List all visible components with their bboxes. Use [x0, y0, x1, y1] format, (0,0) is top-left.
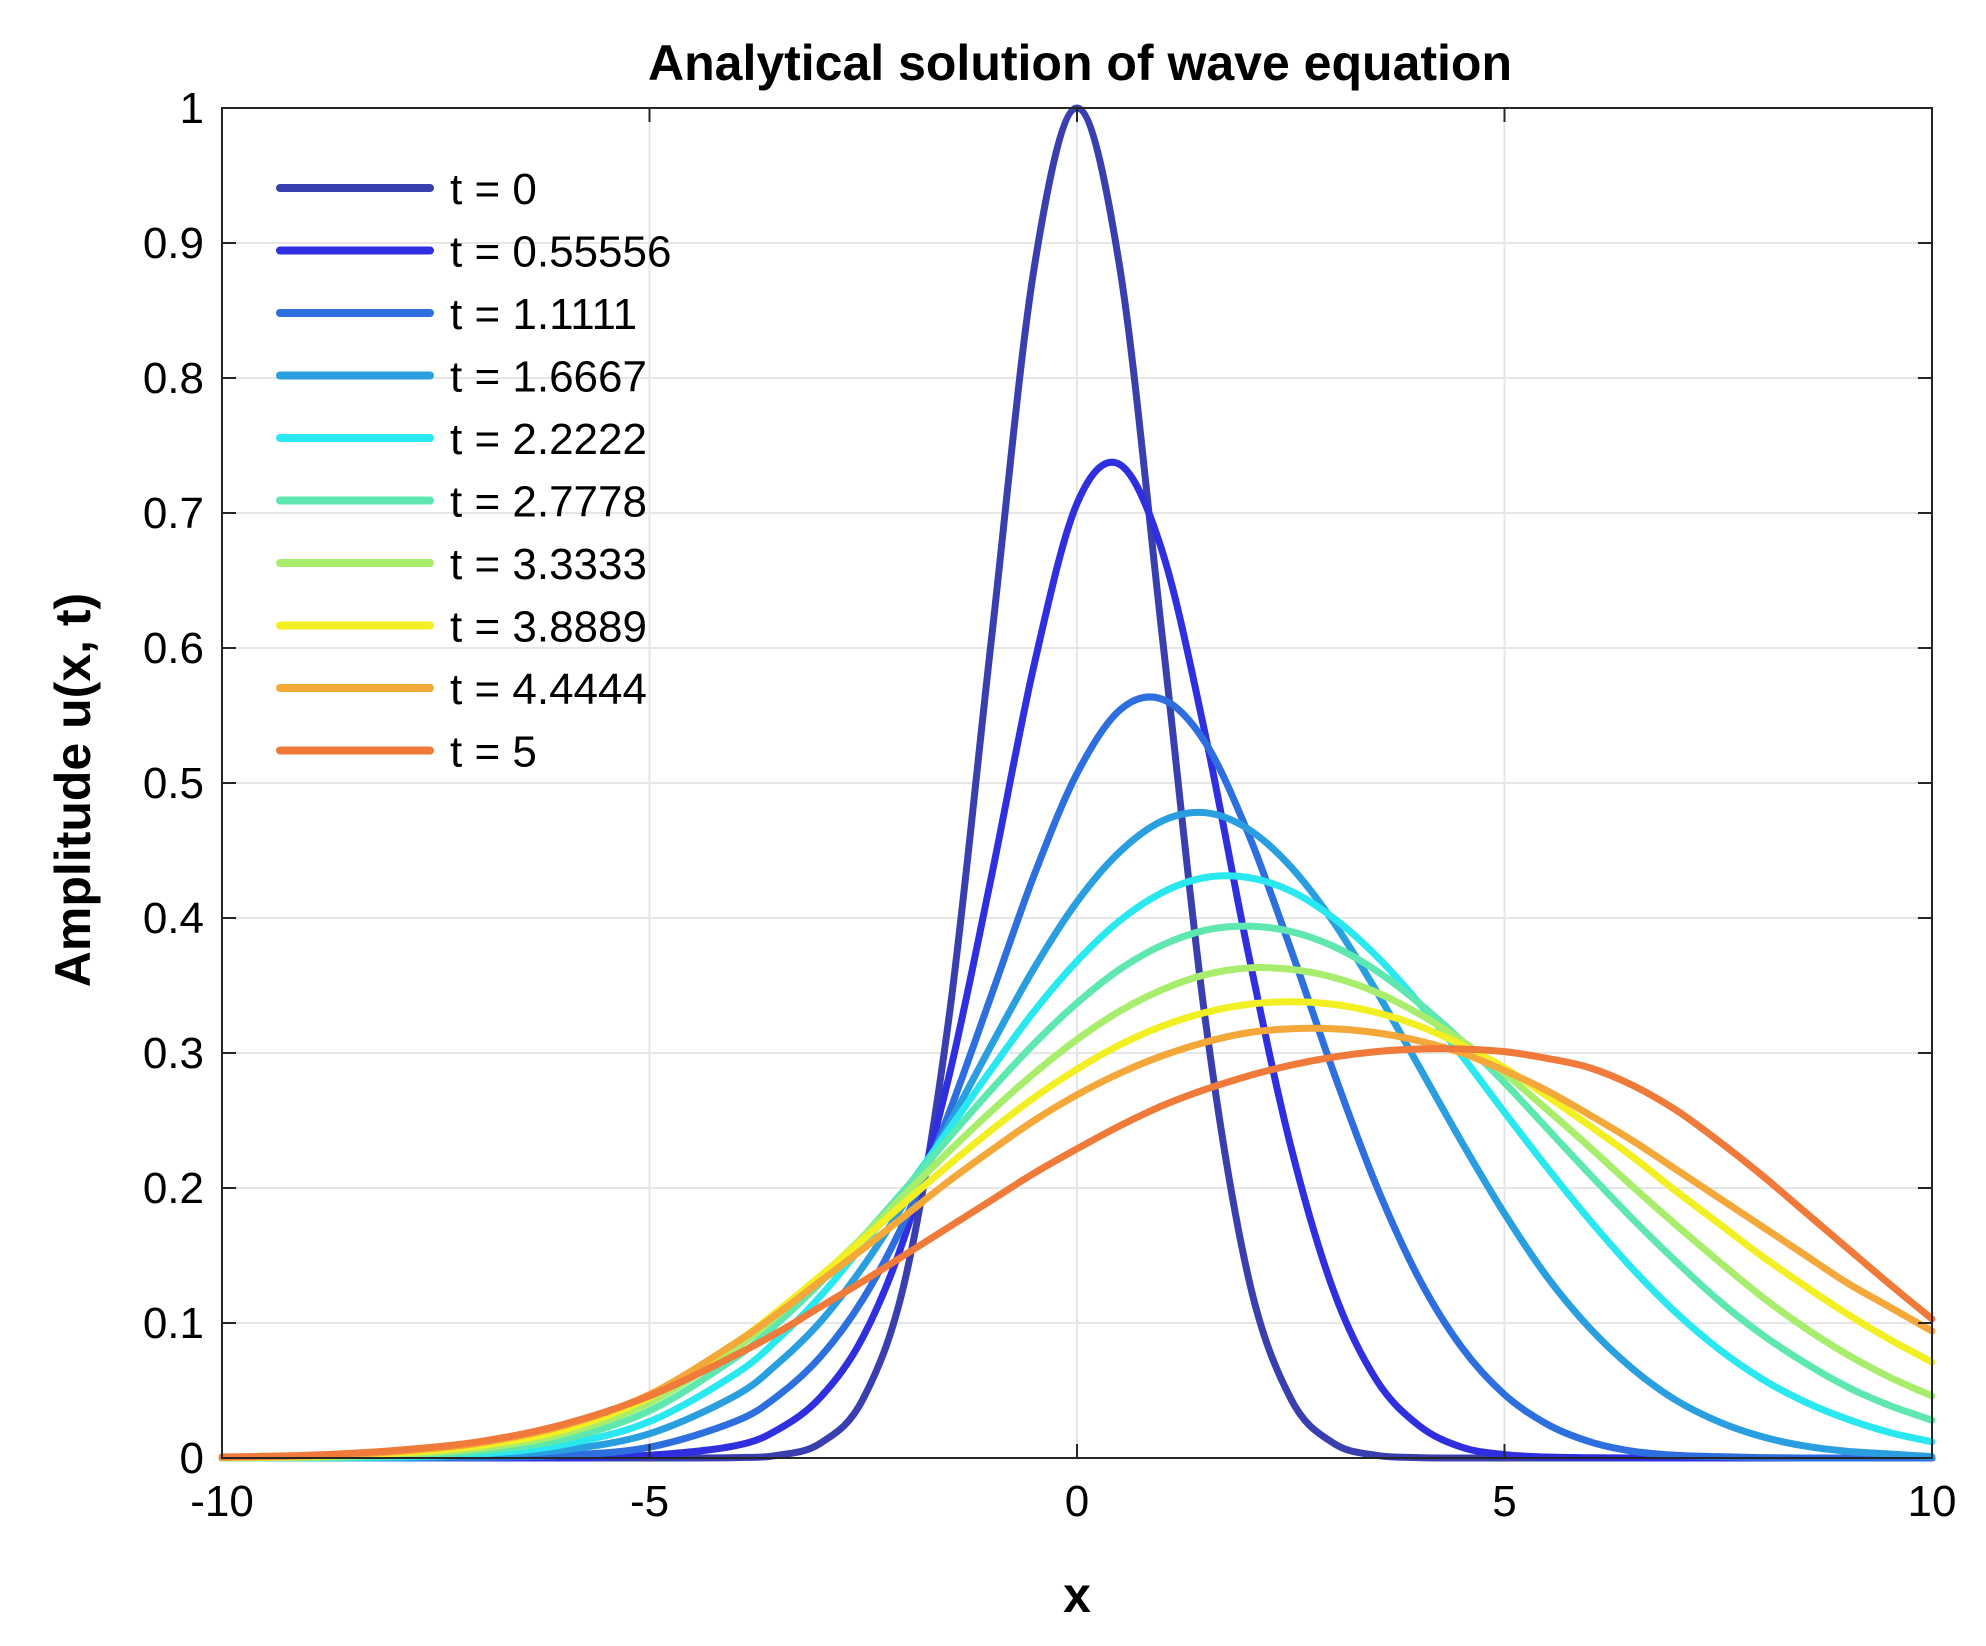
legend-label-5: t = 2.7778: [450, 478, 647, 527]
series-line-3: [218, 808, 1936, 1462]
x-tick-label: -10: [190, 1477, 254, 1526]
legend-label-4: t = 2.2222: [450, 415, 647, 464]
x-tick-label: -5: [630, 1477, 669, 1526]
series-line-2: [218, 693, 1936, 1462]
series-line-4: [218, 872, 1936, 1462]
legend-label-8: t = 4.4444: [450, 665, 647, 714]
y-tick-label: 0.9: [143, 219, 204, 268]
y-tick-label: 0.2: [143, 1164, 204, 1213]
y-tick-label: 0.7: [143, 489, 204, 538]
x-tick-label: 10: [1908, 1477, 1957, 1526]
legend-label-1: t = 0.55556: [450, 228, 671, 277]
y-axis-label: Amplitude u(x, t): [45, 593, 101, 987]
x-tick-label: 5: [1492, 1477, 1516, 1526]
y-tick-label: 0.8: [143, 354, 204, 403]
chart-title: Analytical solution of wave equation: [648, 35, 1512, 91]
legend-label-3: t = 1.6667: [450, 353, 647, 402]
y-tick-label: 1: [180, 84, 204, 133]
legend: t = 0 t = 0.55556 t = 1.1111 t = 1.6667 t = …: [276, 165, 671, 777]
x-axis-ticks: -10 -5 0 5 10: [190, 108, 1956, 1526]
y-tick-label: 0.3: [143, 1029, 204, 1078]
y-tick-label: 0: [180, 1434, 204, 1483]
series-line-6: [218, 964, 1936, 1462]
y-tick-label: 0.1: [143, 1299, 204, 1348]
y-tick-label: 0.5: [143, 759, 204, 808]
legend-label-0: t = 0: [450, 165, 537, 214]
y-tick-label: 0.6: [143, 624, 204, 673]
legend-label-9: t = 5: [450, 728, 537, 777]
legend-label-6: t = 3.3333: [450, 540, 647, 589]
legend-label-7: t = 3.8889: [450, 603, 647, 652]
x-axis-label: x: [1063, 1567, 1091, 1623]
x-tick-label: 0: [1065, 1477, 1089, 1526]
plot-area: -10 -5 0 5 10 0 0.1 0.2 0.3 0.4 0.5 0.6 0.7 0.8 0.9 1: [143, 84, 1957, 1526]
series-line-9: [218, 1045, 1936, 1461]
y-tick-label: 0.4: [143, 894, 204, 943]
y-axis-ticks: 0 0.1 0.2 0.3 0.4 0.5 0.6 0.7 0.8 0.9 1: [143, 84, 1932, 1483]
series-line-5: [218, 922, 1936, 1462]
legend-label-2: t = 1.1111: [450, 290, 637, 339]
